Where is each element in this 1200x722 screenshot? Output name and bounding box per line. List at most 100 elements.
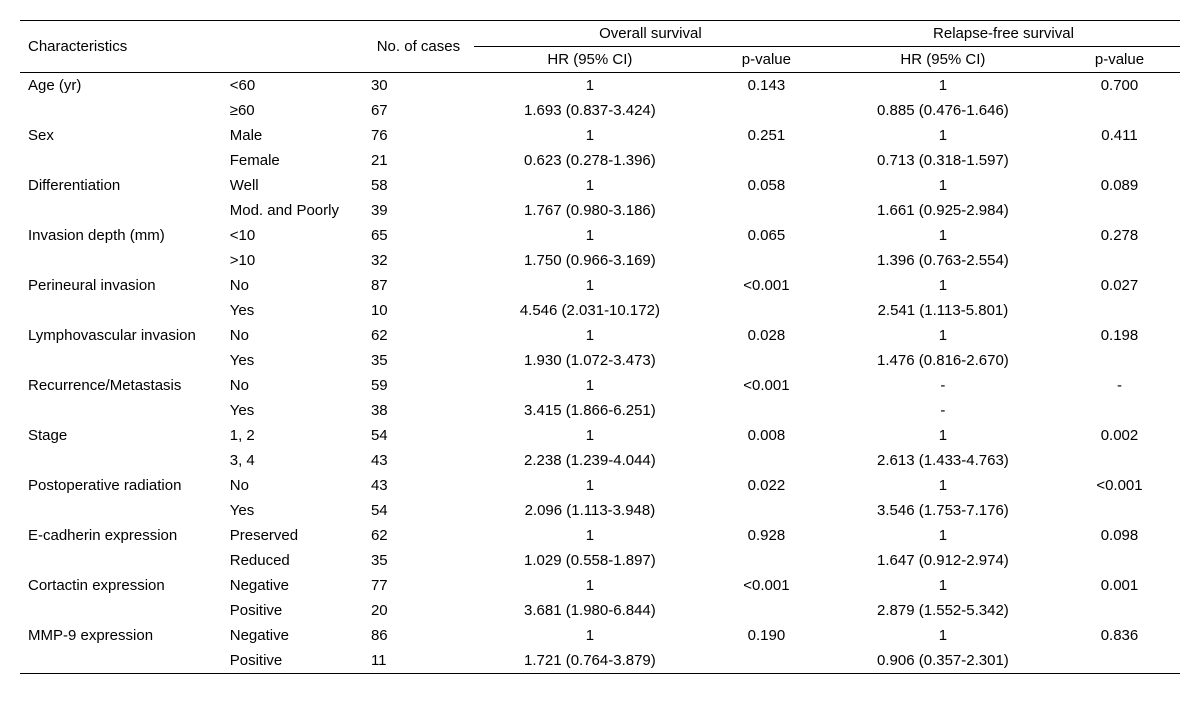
cell-os-hr: 3.415 (1.866-6.251): [474, 398, 706, 423]
table-row: DifferentiationWell5810.05810.089: [20, 173, 1180, 198]
cell-characteristic: [20, 148, 222, 173]
cell-category: Female: [222, 148, 363, 173]
cell-rfs-p: 0.002: [1059, 423, 1180, 448]
cell-category: Negative: [222, 623, 363, 648]
cell-category: <60: [222, 73, 363, 99]
cell-os-hr: 1.721 (0.764-3.879): [474, 648, 706, 674]
cell-characteristic: Stage: [20, 423, 222, 448]
cell-os-hr: 1.693 (0.837-3.424): [474, 98, 706, 123]
cell-rfs-p: [1059, 398, 1180, 423]
cell-os-p: [706, 498, 827, 523]
table-row: 3, 4432.238 (1.239-4.044)2.613 (1.433-4.…: [20, 448, 1180, 473]
cell-rfs-p: 0.027: [1059, 273, 1180, 298]
cell-os-hr: 1: [474, 73, 706, 99]
table-row: Female210.623 (0.278-1.396)0.713 (0.318-…: [20, 148, 1180, 173]
header-os-hr: HR (95% CI): [474, 47, 706, 73]
cell-characteristic: Differentiation: [20, 173, 222, 198]
cell-characteristic: Invasion depth (mm): [20, 223, 222, 248]
table-row: MMP-9 expressionNegative8610.19010.836: [20, 623, 1180, 648]
cell-rfs-hr: 2.879 (1.552-5.342): [827, 598, 1059, 623]
cell-os-p: 0.065: [706, 223, 827, 248]
cell-rfs-hr: 1: [827, 473, 1059, 498]
cell-characteristic: Postoperative radiation: [20, 473, 222, 498]
cell-rfs-hr: 0.906 (0.357-2.301): [827, 648, 1059, 674]
cell-rfs-hr: 0.885 (0.476-1.646): [827, 98, 1059, 123]
table-row: SexMale7610.25110.411: [20, 123, 1180, 148]
cell-rfs-p: -: [1059, 373, 1180, 398]
cell-characteristic: Recurrence/Metastasis: [20, 373, 222, 398]
cell-rfs-hr: 1.396 (0.763-2.554): [827, 248, 1059, 273]
cell-rfs-p: 0.089: [1059, 173, 1180, 198]
cell-category: <10: [222, 223, 363, 248]
cell-characteristic: [20, 398, 222, 423]
cell-os-hr: 2.238 (1.239-4.044): [474, 448, 706, 473]
table-row: ≥60671.693 (0.837-3.424)0.885 (0.476-1.6…: [20, 98, 1180, 123]
cell-os-p: 0.928: [706, 523, 827, 548]
cell-os-p: 0.008: [706, 423, 827, 448]
cell-rfs-p: [1059, 548, 1180, 573]
cell-rfs-hr: 1: [827, 423, 1059, 448]
cell-os-hr: 1: [474, 473, 706, 498]
cell-n: 62: [363, 523, 474, 548]
cell-os-hr: 1: [474, 323, 706, 348]
cell-category: >10: [222, 248, 363, 273]
cell-n: 21: [363, 148, 474, 173]
cell-n: 11: [363, 648, 474, 674]
cell-n: 35: [363, 348, 474, 373]
cell-os-p: 0.028: [706, 323, 827, 348]
table-body: Age (yr)<603010.14310.700≥60671.693 (0.8…: [20, 73, 1180, 674]
cell-rfs-p: [1059, 448, 1180, 473]
cell-n: 77: [363, 573, 474, 598]
cell-category: Well: [222, 173, 363, 198]
cell-os-p: [706, 448, 827, 473]
cell-os-p: [706, 298, 827, 323]
cell-n: 54: [363, 498, 474, 523]
cell-category: Male: [222, 123, 363, 148]
cell-characteristic: E-cadherin expression: [20, 523, 222, 548]
cell-category: 1, 2: [222, 423, 363, 448]
table-row: Cortactin expressionNegative771<0.00110.…: [20, 573, 1180, 598]
cell-category: Positive: [222, 648, 363, 674]
cell-rfs-hr: 1: [827, 73, 1059, 99]
header-characteristics: Characteristics: [20, 21, 222, 73]
cell-os-hr: 1: [474, 223, 706, 248]
cell-n: 38: [363, 398, 474, 423]
cell-rfs-p: [1059, 198, 1180, 223]
cell-os-p: [706, 198, 827, 223]
cell-n: 65: [363, 223, 474, 248]
cell-characteristic: Lymphovascular invasion: [20, 323, 222, 348]
table-row: Positive203.681 (1.980-6.844)2.879 (1.55…: [20, 598, 1180, 623]
cell-rfs-p: 0.836: [1059, 623, 1180, 648]
cell-os-p: [706, 348, 827, 373]
cell-characteristic: [20, 198, 222, 223]
cell-os-p: <0.001: [706, 573, 827, 598]
cell-rfs-p: [1059, 148, 1180, 173]
header-overall-survival: Overall survival: [474, 21, 827, 47]
cell-rfs-hr: 1: [827, 573, 1059, 598]
cell-os-hr: 1: [474, 523, 706, 548]
cell-os-p: 0.143: [706, 73, 827, 99]
cell-category: Reduced: [222, 548, 363, 573]
cell-os-hr: 1: [474, 623, 706, 648]
cell-rfs-hr: 1.647 (0.912-2.974): [827, 548, 1059, 573]
cell-rfs-hr: 1.476 (0.816-2.670): [827, 348, 1059, 373]
header-rfs-hr: HR (95% CI): [827, 47, 1059, 73]
header-rfs-pvalue: p-value: [1059, 47, 1180, 73]
cell-rfs-p: 0.001: [1059, 573, 1180, 598]
table-row: Lymphovascular invasionNo6210.02810.198: [20, 323, 1180, 348]
cell-characteristic: Cortactin expression: [20, 573, 222, 598]
cell-os-hr: 1: [474, 273, 706, 298]
header-relapse-free-survival: Relapse-free survival: [827, 21, 1180, 47]
cell-category: No: [222, 323, 363, 348]
cell-rfs-hr: 1: [827, 323, 1059, 348]
cell-rfs-p: [1059, 98, 1180, 123]
cell-os-p: <0.001: [706, 273, 827, 298]
cell-rfs-hr: 1: [827, 173, 1059, 198]
cell-n: 35: [363, 548, 474, 573]
cell-os-hr: 0.623 (0.278-1.396): [474, 148, 706, 173]
cell-characteristic: Perineural invasion: [20, 273, 222, 298]
cell-n: 58: [363, 173, 474, 198]
table-row: Yes351.930 (1.072-3.473)1.476 (0.816-2.6…: [20, 348, 1180, 373]
cell-rfs-p: [1059, 498, 1180, 523]
cell-n: 67: [363, 98, 474, 123]
